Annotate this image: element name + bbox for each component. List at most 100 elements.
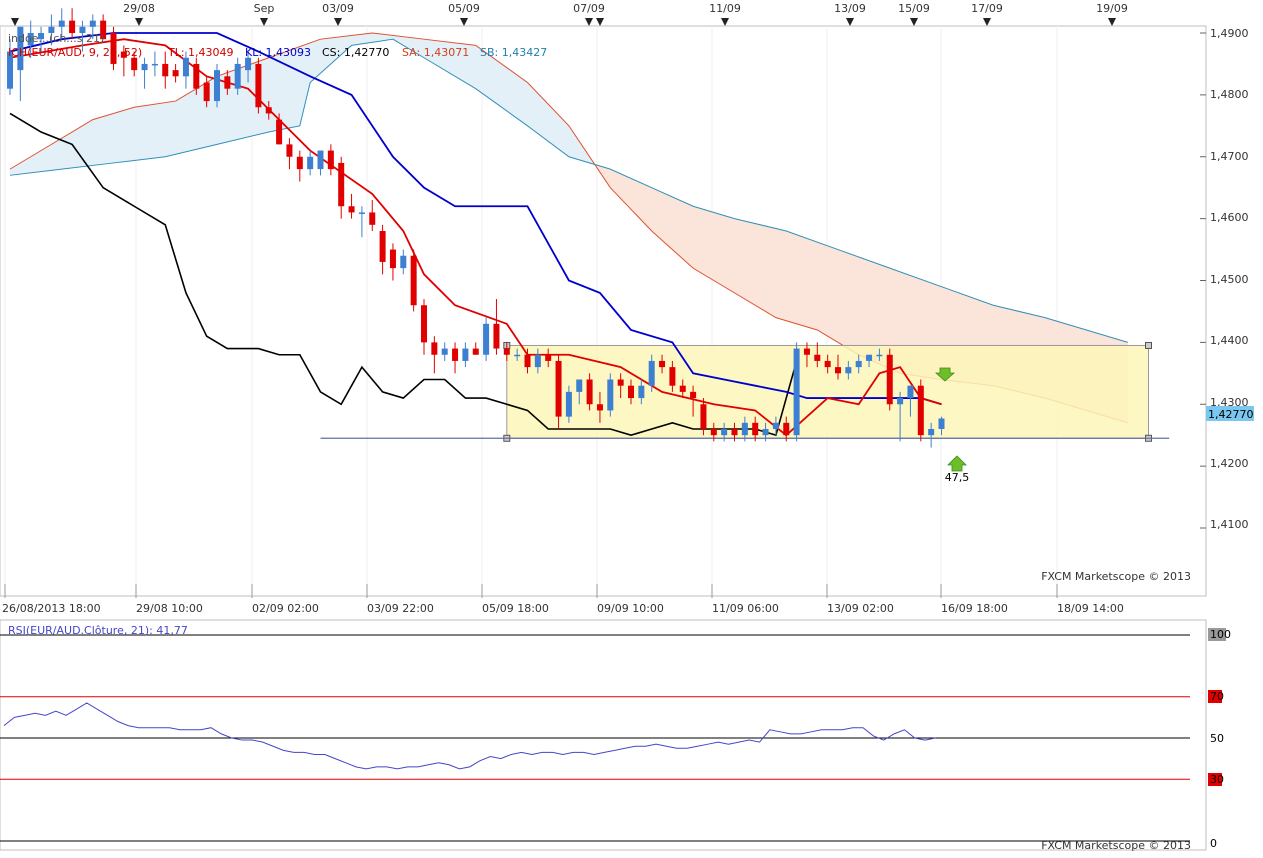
cloud-segment bbox=[242, 64, 249, 139]
time-tick-label: 13/09 02:00 bbox=[827, 602, 894, 615]
date-marker-icon bbox=[1108, 18, 1116, 26]
candle-body bbox=[659, 360, 666, 368]
cloud-segment bbox=[708, 210, 715, 282]
cloud-segment bbox=[102, 114, 109, 165]
candle-body bbox=[224, 76, 231, 89]
watermark-rsi: FXCM Marketscope © 2013 bbox=[1041, 839, 1191, 852]
candle-body bbox=[131, 57, 138, 71]
price-tick-label: 1,4600 bbox=[1210, 211, 1249, 224]
candle-body bbox=[824, 360, 831, 368]
cloud-segment bbox=[729, 216, 735, 294]
time-tick-label: 03/09 22:00 bbox=[367, 602, 434, 615]
candle-body bbox=[938, 418, 945, 429]
time-tick-label: 29/08 10:00 bbox=[136, 602, 203, 615]
cloud-segment bbox=[641, 182, 647, 227]
cloud-segment bbox=[744, 220, 751, 303]
candle-body bbox=[193, 63, 200, 89]
cloud-segment bbox=[697, 207, 704, 275]
candle-body bbox=[814, 354, 821, 361]
date-marker-icon bbox=[460, 18, 468, 26]
date-marker-icon bbox=[11, 18, 19, 26]
cloud-segment bbox=[485, 52, 492, 101]
candle-body bbox=[835, 367, 841, 374]
cloud-segment bbox=[506, 67, 513, 116]
candle-body bbox=[151, 63, 158, 66]
cloud-segment bbox=[180, 94, 187, 154]
candle-body bbox=[514, 354, 521, 357]
rsi-panel bbox=[0, 619, 1207, 851]
cloud-segment bbox=[170, 100, 176, 156]
cloud-segment bbox=[749, 221, 756, 306]
cloud-segment bbox=[139, 105, 145, 161]
cloud-segment bbox=[703, 208, 709, 278]
price-tick-label: 1,4800 bbox=[1210, 88, 1249, 101]
cloud-segment bbox=[35, 150, 42, 173]
candles bbox=[7, 8, 945, 448]
candle-body bbox=[203, 82, 210, 102]
legend-cs: CS: 1,42770 bbox=[322, 46, 389, 59]
candle-body bbox=[400, 255, 407, 269]
candle-body bbox=[172, 70, 179, 77]
price-tick-label: 1,4700 bbox=[1210, 150, 1249, 163]
cloud-segment bbox=[159, 102, 166, 158]
cloud-segment bbox=[656, 189, 663, 241]
time-tick-label: 02/09 02:00 bbox=[252, 602, 319, 615]
cloud-segment bbox=[289, 48, 295, 129]
candle-body bbox=[421, 305, 427, 343]
watermark: FXCM Marketscope © 2013 bbox=[1041, 570, 1191, 583]
candle-body bbox=[27, 33, 34, 46]
candle-body bbox=[79, 26, 86, 33]
cloud-segment bbox=[677, 198, 684, 260]
cloud-segment bbox=[858, 256, 865, 358]
cloud-segment bbox=[682, 201, 689, 265]
cloud-segment bbox=[672, 196, 678, 255]
cloud-segment bbox=[553, 108, 559, 150]
cloud-segment bbox=[263, 57, 270, 134]
cloud-segment bbox=[542, 97, 549, 142]
cloud-segment bbox=[661, 191, 668, 246]
cloud-segment bbox=[765, 225, 772, 316]
candle-body bbox=[410, 255, 417, 306]
date-marker-icon bbox=[910, 18, 918, 26]
candle-body bbox=[928, 429, 935, 436]
candle-body bbox=[214, 70, 220, 102]
cloud-segment bbox=[113, 111, 119, 164]
cloud-segment bbox=[315, 38, 321, 79]
candle-body bbox=[348, 206, 355, 213]
candle-body bbox=[845, 367, 852, 374]
candle-body bbox=[141, 63, 148, 71]
cloud-segment bbox=[470, 44, 477, 90]
down-arrow-icon bbox=[934, 367, 956, 382]
cloud-segment bbox=[635, 180, 642, 221]
cloud-segment bbox=[791, 232, 797, 325]
candle-body bbox=[762, 429, 769, 436]
cloud-segment bbox=[40, 146, 47, 172]
candle-body bbox=[338, 162, 345, 207]
rsi-level-label: 100 bbox=[1210, 628, 1231, 641]
price-tick-label: 1,4100 bbox=[1210, 518, 1249, 531]
date-marker-icon bbox=[596, 18, 604, 26]
top-date-label: 17/09 bbox=[971, 2, 1003, 15]
cloud-segment bbox=[780, 229, 787, 322]
candle-body bbox=[17, 26, 24, 71]
price-tick-label: 1,4900 bbox=[1210, 27, 1249, 40]
cloud-segment bbox=[51, 140, 57, 171]
candle-body bbox=[265, 107, 272, 114]
cloud-segment bbox=[527, 81, 533, 131]
candle-body bbox=[917, 385, 924, 436]
candle-body bbox=[741, 422, 748, 436]
top-date-label: 11/09 bbox=[709, 2, 741, 15]
cloud-segment bbox=[547, 103, 554, 146]
cloud-segment bbox=[739, 219, 746, 300]
cloud-segment bbox=[351, 34, 358, 46]
date-marker-icon bbox=[721, 18, 729, 26]
cloud-segment bbox=[816, 241, 823, 334]
candle-body bbox=[452, 348, 459, 361]
rsi-level-badge bbox=[1208, 690, 1222, 703]
candle-body bbox=[58, 20, 65, 27]
candle-body bbox=[628, 385, 634, 399]
cloud-segment bbox=[532, 87, 539, 135]
cloud-segment bbox=[76, 125, 83, 168]
